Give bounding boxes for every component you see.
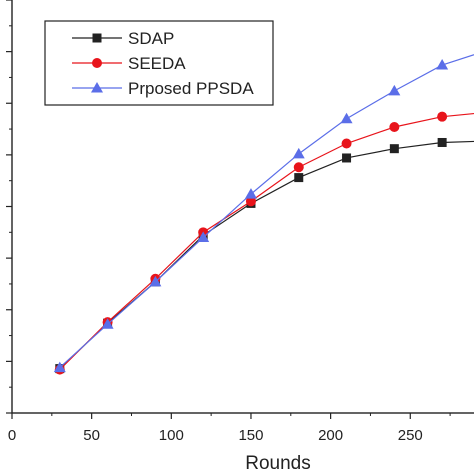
data-point bbox=[436, 59, 449, 70]
series-line bbox=[59, 140, 474, 370]
legend-label: Prposed PPSDA bbox=[128, 79, 254, 98]
series-seeda bbox=[54, 111, 474, 375]
x-tick-label: 0 bbox=[8, 427, 16, 444]
data-point bbox=[197, 231, 210, 242]
data-point bbox=[293, 162, 304, 173]
x-tick-label: 200 bbox=[318, 427, 343, 444]
data-point bbox=[53, 361, 66, 373]
data-point bbox=[101, 318, 114, 329]
series-line bbox=[59, 54, 474, 369]
data-point bbox=[389, 121, 400, 132]
data-point bbox=[437, 137, 447, 147]
series-prposed-ppsda bbox=[53, 54, 474, 373]
legend-label: SDAP bbox=[128, 29, 174, 48]
data-point bbox=[149, 275, 162, 287]
legend: SDAP SEEDA Prposed PPSDA bbox=[44, 20, 274, 106]
legend-label: SEEDA bbox=[128, 54, 186, 73]
data-point bbox=[389, 144, 399, 154]
legend-marker bbox=[92, 58, 102, 68]
data-point bbox=[388, 84, 401, 96]
data-point bbox=[437, 111, 448, 122]
data-point bbox=[292, 147, 305, 159]
data-point bbox=[294, 173, 304, 183]
plot-frame bbox=[11, 0, 474, 414]
x-axis-title: Rounds bbox=[245, 453, 311, 474]
legend-marker bbox=[92, 33, 102, 43]
series-sdap bbox=[55, 137, 474, 374]
series-line bbox=[59, 112, 474, 371]
axes: 0 50 100 150 200 250 bbox=[6, 0, 474, 444]
x-tick-label: 150 bbox=[238, 427, 263, 444]
legend-marker bbox=[91, 82, 103, 93]
x-tick-label: 100 bbox=[159, 427, 184, 444]
x-tick-label: 250 bbox=[398, 427, 423, 444]
x-tick-label: 50 bbox=[83, 427, 100, 444]
data-point bbox=[341, 138, 352, 149]
data-point bbox=[245, 196, 256, 207]
series-layer bbox=[53, 54, 474, 375]
data-point bbox=[244, 188, 257, 199]
data-point bbox=[342, 153, 352, 163]
data-point bbox=[340, 112, 353, 124]
